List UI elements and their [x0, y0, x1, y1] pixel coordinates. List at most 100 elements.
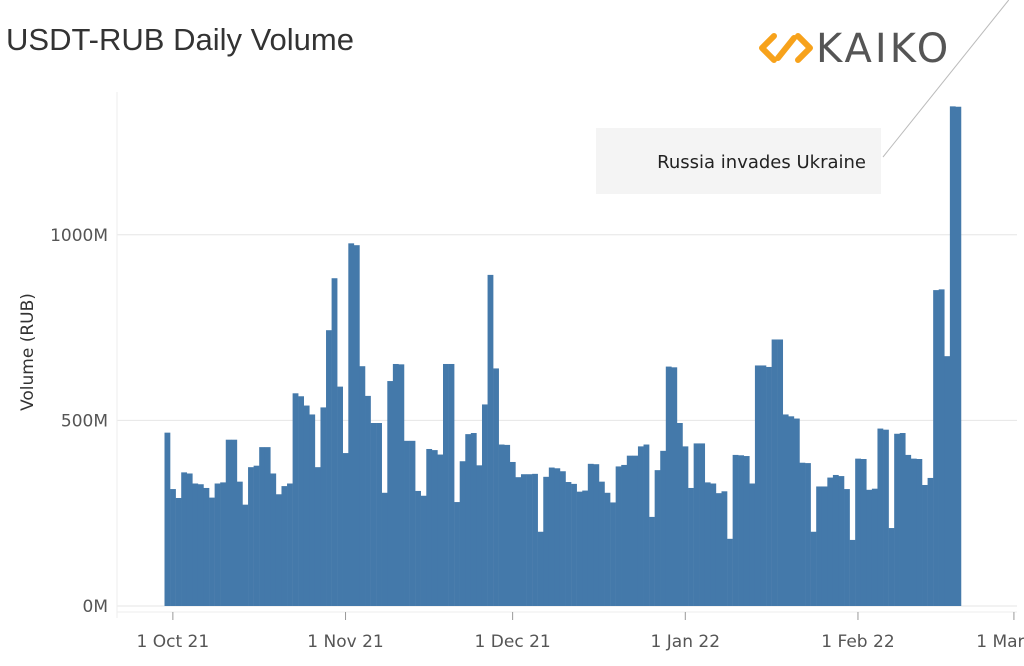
bar: [298, 396, 304, 606]
bar: [342, 453, 349, 606]
bar: [470, 433, 477, 606]
bar: [192, 483, 199, 606]
bar: [738, 455, 745, 606]
bar: [353, 245, 360, 606]
bar: [387, 381, 394, 606]
bar: [598, 481, 605, 606]
bar: [365, 395, 371, 606]
bar: [632, 455, 639, 606]
bar: [883, 429, 889, 606]
bar: [504, 444, 511, 606]
y-tick-label: 1000M: [50, 226, 108, 246]
bar: [337, 386, 343, 606]
bar: [253, 465, 260, 606]
bar: [793, 418, 800, 606]
bar: [821, 486, 828, 606]
bar: [543, 476, 550, 606]
bar: [777, 339, 784, 606]
bar: [314, 467, 321, 606]
bar: [805, 463, 811, 606]
bar: [415, 490, 421, 606]
bar: [331, 278, 338, 606]
bar: [610, 502, 616, 606]
bar: [587, 463, 594, 606]
x-tick-label: 1 Dec 21: [475, 632, 551, 652]
bar: [571, 483, 577, 606]
bar: [849, 539, 856, 606]
bar: [392, 363, 399, 606]
y-axis-label: Volume (RUB): [18, 293, 38, 411]
bar: [654, 470, 661, 606]
bar: [637, 446, 644, 606]
bar: [582, 490, 589, 606]
bar: [281, 486, 288, 606]
bar: [888, 528, 895, 606]
bar: [894, 433, 900, 606]
bar: [844, 489, 850, 606]
bar: [326, 330, 332, 606]
bar: [565, 482, 572, 606]
bar: [626, 455, 633, 606]
bar: [838, 476, 845, 606]
bar: [905, 454, 912, 606]
bar: [604, 492, 611, 606]
bar: [459, 461, 466, 606]
bars: [164, 106, 962, 607]
bar: [933, 290, 939, 606]
bar: [927, 477, 934, 606]
bar: [443, 363, 449, 606]
bar: [559, 471, 566, 606]
x-tick-label: 1 Mar 22: [976, 632, 1024, 652]
bar: [949, 106, 956, 607]
bar: [487, 274, 494, 606]
bar: [420, 495, 427, 606]
bar: [548, 467, 555, 606]
bar: [465, 434, 472, 606]
bar: [476, 465, 483, 606]
bar: [348, 243, 355, 606]
bar: [832, 474, 839, 606]
x-tick-label: 1 Nov 21: [307, 632, 383, 652]
bar: [688, 487, 694, 606]
bar: [593, 464, 600, 606]
bar: [554, 468, 561, 606]
bar: [621, 464, 628, 606]
bar: [520, 474, 527, 606]
chart-title: USDT-RUB Daily Volume: [6, 22, 354, 57]
x-axis-ticks: 1 Oct 21 1 Nov 21 1 Dec 21 1 Jan 22 1 Feb 22…: [137, 612, 1024, 652]
bar: [766, 366, 772, 606]
bar: [236, 481, 243, 606]
bar: [944, 356, 951, 606]
bar: [214, 483, 221, 606]
bar: [220, 482, 227, 606]
bar: [170, 489, 176, 606]
bar: [264, 447, 271, 606]
bar: [721, 491, 728, 606]
bar: [749, 483, 756, 606]
kaiko-logo: KAIKO: [758, 24, 968, 74]
bar: [231, 439, 238, 606]
bar: [899, 433, 906, 606]
bar: [715, 493, 722, 606]
annotation-text: Russia invades Ukraine: [657, 152, 866, 173]
bar: [431, 450, 438, 606]
bar: [727, 538, 733, 606]
x-tick-label: 1 Feb 22: [821, 632, 894, 652]
bar: [359, 366, 366, 606]
annotation-leader-line: [882, 0, 1010, 158]
y-axis-ticks: 0M 500M 1000M: [50, 226, 108, 617]
bar: [209, 497, 215, 606]
bar: [197, 484, 204, 606]
bar: [955, 106, 962, 607]
bar: [370, 423, 377, 606]
bar: [699, 443, 706, 606]
bar: [537, 531, 544, 606]
bar: [860, 459, 867, 606]
bar: [643, 444, 650, 606]
bar: [164, 432, 171, 606]
bar: [498, 444, 505, 606]
bar: [916, 459, 923, 606]
bar: [270, 473, 277, 606]
y-tick-label: 0M: [83, 597, 108, 617]
bar: [426, 448, 433, 606]
